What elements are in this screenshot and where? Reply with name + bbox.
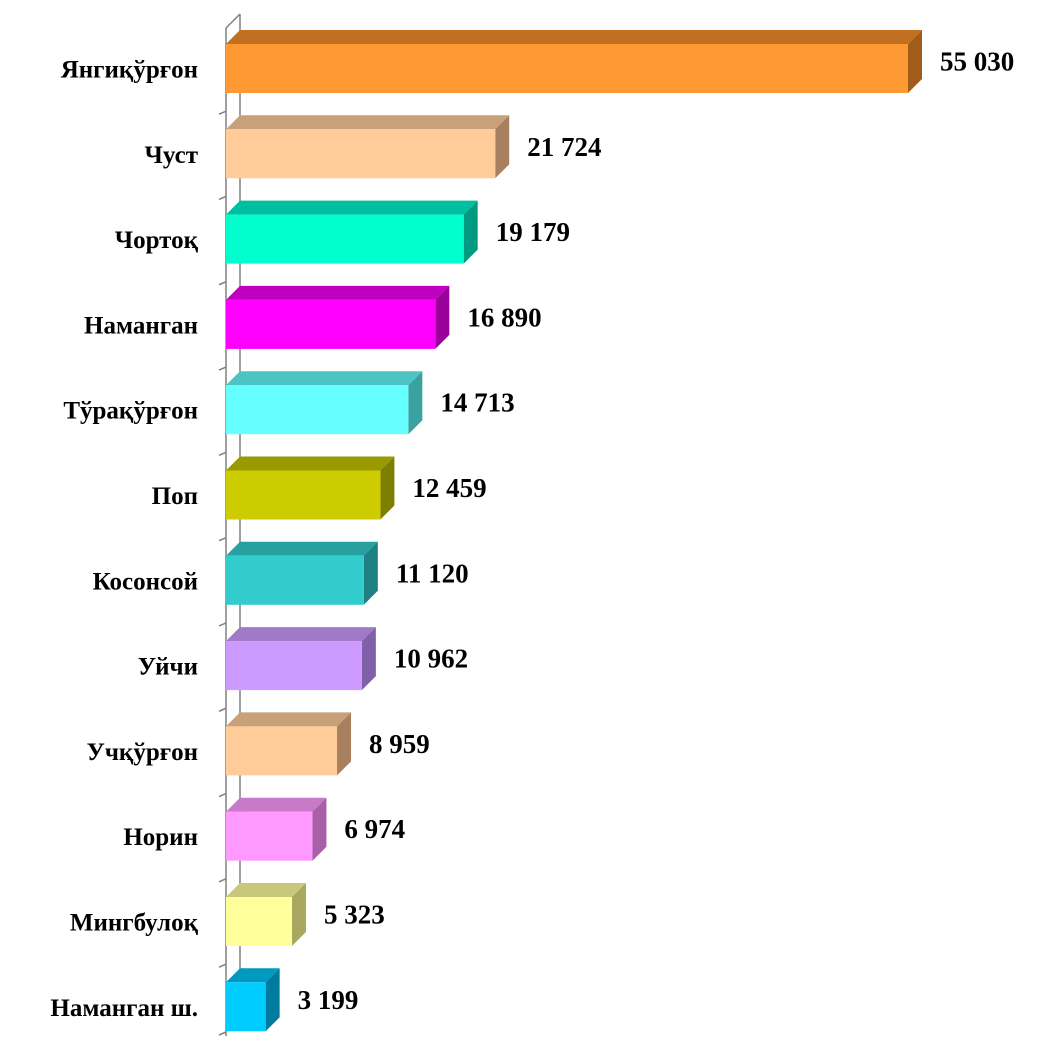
value-label: 19 179: [496, 217, 570, 247]
value-label: 6 974: [344, 814, 405, 844]
category-label: Поп: [152, 483, 198, 510]
value-label: 3 199: [298, 985, 359, 1015]
category-label: Уйчи: [138, 654, 198, 681]
bar-side: [312, 797, 327, 861]
bar-top: [226, 712, 352, 727]
value-label: 21 724: [527, 132, 601, 162]
bar-side: [495, 115, 510, 179]
bar-top: [226, 456, 395, 471]
bar-top: [226, 285, 450, 300]
bar-side: [435, 285, 450, 349]
bar-top: [226, 30, 922, 44]
axis-tick: [218, 878, 227, 883]
bar-side: [463, 200, 478, 264]
bar-side: [408, 371, 423, 435]
bar-side: [363, 541, 378, 605]
axis-tick: [218, 536, 227, 542]
axis-tick: [218, 110, 227, 115]
value-label: 10 962: [394, 644, 468, 674]
value-label: 8 959: [369, 729, 430, 759]
bar: [226, 385, 409, 435]
bar: [226, 555, 364, 605]
axis-tick: [218, 281, 227, 286]
category-label: Чортоқ: [115, 227, 199, 254]
value-label: 14 713: [440, 388, 514, 418]
bar: [226, 726, 338, 776]
axis-tick: [218, 707, 227, 712]
axis-tick: [218, 622, 227, 627]
category-label: Тўрақўрғон: [63, 398, 198, 425]
bar: [226, 299, 436, 349]
category-label: Наманган: [84, 312, 198, 339]
category-label: Норин: [123, 824, 198, 851]
bar-side: [265, 968, 280, 1032]
axis-tick: [218, 195, 227, 201]
axis-tick: [218, 451, 227, 457]
bar: [226, 44, 908, 93]
bar-top: [226, 541, 378, 556]
value-label: 12 459: [412, 473, 486, 503]
value-label: 5 323: [324, 900, 385, 930]
bar: [226, 811, 313, 861]
category-label: Учқўрғон: [86, 739, 198, 766]
bar-top: [226, 797, 327, 812]
bar-side: [291, 883, 306, 946]
bar-top: [226, 883, 306, 897]
category-label: Косонсой: [93, 568, 198, 595]
value-label: 16 890: [467, 302, 541, 332]
axis-tick: [218, 792, 227, 798]
category-label: Янгиқўрғон: [61, 57, 198, 84]
category-label: Чуст: [145, 142, 198, 169]
bar: [226, 897, 292, 946]
category-label: Мингбулоқ: [70, 910, 199, 937]
bar-top: [226, 968, 280, 983]
bar-side: [361, 627, 376, 691]
bar-side: [380, 456, 395, 520]
category-label: Наманган ш.: [50, 995, 198, 1022]
bar-top: [226, 371, 423, 386]
bar-top: [226, 200, 478, 215]
bar-top: [226, 627, 376, 642]
bar: [226, 214, 464, 264]
bar-side: [337, 712, 352, 776]
value-label: 11 120: [396, 558, 469, 588]
axis-tick: [218, 366, 227, 371]
bar-top: [226, 115, 510, 130]
bar: [226, 129, 496, 179]
axis-line-top: [225, 13, 241, 29]
bar-side: [908, 30, 922, 93]
bar: [226, 982, 266, 1032]
axis-tick: [218, 1031, 227, 1036]
bar: [226, 641, 362, 691]
value-label: 55 030: [940, 47, 1014, 77]
axis-tick: [218, 963, 227, 968]
bar: [226, 470, 381, 520]
